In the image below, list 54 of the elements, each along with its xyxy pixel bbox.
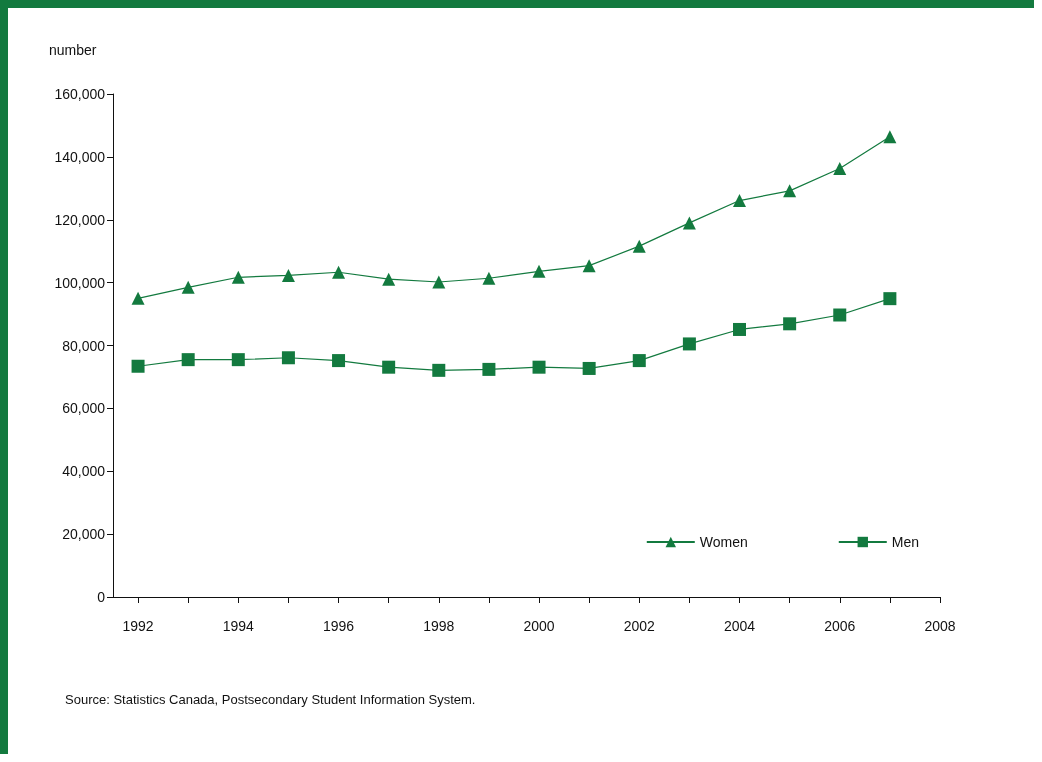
point <box>131 291 145 305</box>
point <box>231 353 245 367</box>
y-tick-label: 80,000 <box>62 337 106 354</box>
x-tick-label: 1998 <box>423 618 455 634</box>
x-tick-label: 2006 <box>824 618 856 634</box>
point <box>532 360 546 374</box>
y-tick-label: 20,000 <box>62 526 106 543</box>
point <box>783 184 797 198</box>
point <box>231 270 245 284</box>
y-tick-label: 40,000 <box>62 463 106 480</box>
point <box>181 353 195 367</box>
point <box>382 272 396 286</box>
point <box>833 308 847 322</box>
y-tick-label: 0 <box>97 589 106 605</box>
x-tick-label: 1992 <box>122 618 154 634</box>
point <box>532 264 546 278</box>
point <box>482 362 496 376</box>
x-tick-label: 1994 <box>222 618 255 634</box>
point <box>582 361 596 375</box>
x-tick-label: 2008 <box>924 618 956 634</box>
y-tick-label: 140,000 <box>54 148 106 165</box>
x-tick-label: 1996 <box>322 618 355 634</box>
point <box>883 130 897 144</box>
point <box>332 354 346 368</box>
point <box>883 292 897 306</box>
x-tick-label: 2004 <box>723 618 756 634</box>
legend-label: Women <box>699 534 748 550</box>
point <box>833 162 847 176</box>
legend-label: Men <box>891 534 919 550</box>
point <box>332 265 346 279</box>
point <box>733 322 747 336</box>
point <box>131 359 145 373</box>
point <box>432 275 446 289</box>
point <box>682 337 696 351</box>
y-tick-label: 160,000 <box>54 86 106 102</box>
x-tick-label: 2000 <box>523 618 555 634</box>
y-axis-title: number <box>49 42 97 58</box>
point <box>181 280 195 294</box>
y-tick-label: 120,000 <box>54 211 106 228</box>
point <box>682 216 696 230</box>
point <box>582 259 596 273</box>
point <box>281 351 295 365</box>
point <box>783 317 797 331</box>
point <box>733 194 747 208</box>
point <box>632 354 646 368</box>
y-tick-label: 60,000 <box>62 400 106 417</box>
source-note: Source: Statistics Canada, Postsecondary Student Information System. <box>65 692 476 707</box>
point <box>432 363 446 377</box>
point <box>632 239 646 253</box>
point <box>382 360 396 374</box>
y-tick-label: 100,000 <box>54 274 106 291</box>
point <box>482 271 496 285</box>
x-tick-label: 2002 <box>623 618 656 634</box>
point <box>281 268 295 282</box>
